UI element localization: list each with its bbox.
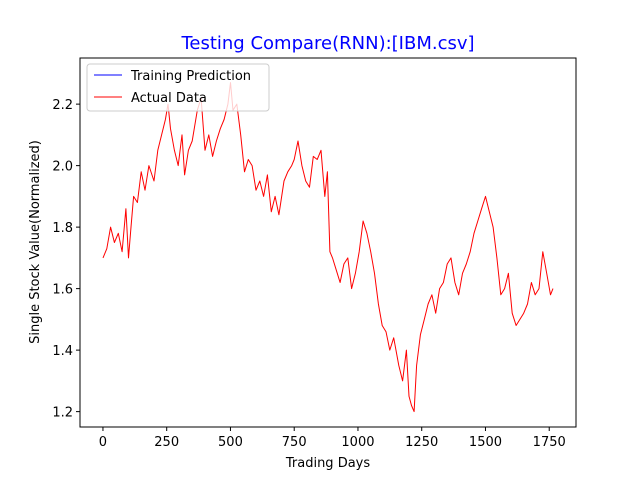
chart-title: Testing Compare(RNN):[IBM.csv] — [180, 33, 474, 54]
x-tick-label: 1000 — [341, 435, 374, 450]
legend-label-training-prediction: Training Prediction — [130, 69, 251, 84]
y-tick-label: 1.4 — [52, 344, 73, 359]
y-tick-label: 1.2 — [52, 406, 73, 421]
plot-area — [102, 82, 554, 413]
y-tick-label: 1.6 — [52, 283, 73, 298]
x-tick-label: 1500 — [469, 435, 502, 450]
y-tick-label: 2.0 — [52, 160, 73, 175]
x-axis-label: Trading Days — [285, 456, 370, 471]
x-tick-label: 750 — [282, 435, 307, 450]
x-axis: 0 250 500 750 1000 1250 1500 1750 — [99, 427, 566, 450]
x-tick-label: 1750 — [533, 435, 566, 450]
y-tick-label: 1.8 — [52, 221, 73, 236]
x-tick-label: 0 — [99, 435, 107, 450]
y-axis-label: Single Stock Value(Normalized) — [28, 140, 43, 344]
y-tick-label: 2.2 — [52, 98, 73, 113]
legend-label-actual-data: Actual Data — [131, 91, 207, 106]
x-tick-label: 1250 — [405, 435, 438, 450]
series-line-actual-data — [102, 82, 554, 413]
axes-frame — [79, 57, 577, 428]
x-tick-label: 250 — [154, 435, 179, 450]
y-axis: 1.2 1.4 1.6 1.8 2.0 2.2 — [52, 98, 80, 421]
x-tick-label: 500 — [218, 435, 243, 450]
legend-box — [86, 63, 270, 112]
legend: Training Prediction Actual Data — [86, 63, 270, 112]
